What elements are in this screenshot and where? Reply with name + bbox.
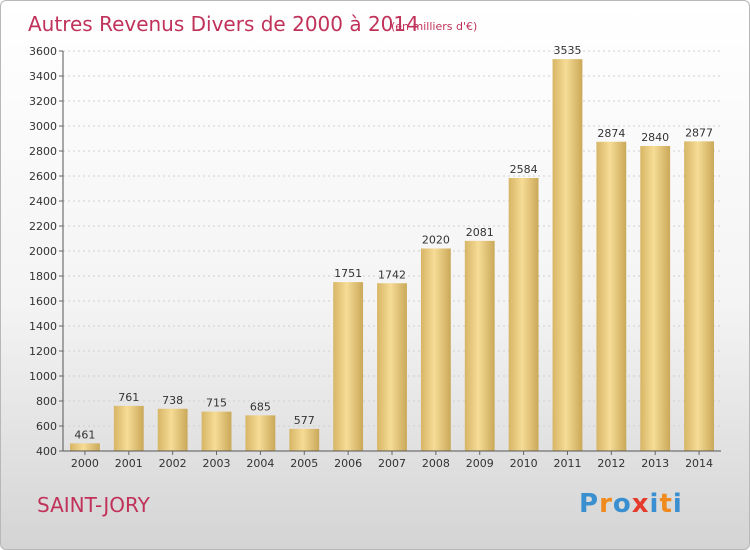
bar-2011 — [552, 59, 583, 451]
y-tick-label: 1000 — [29, 370, 57, 383]
bar-2008 — [420, 248, 451, 451]
x-tick-label: 2012 — [597, 457, 625, 470]
x-tick-label: 2001 — [115, 457, 143, 470]
x-tick-label: 2009 — [466, 457, 494, 470]
data-label: 761 — [118, 391, 139, 404]
data-label: 2081 — [466, 226, 494, 239]
y-tick-label: 1800 — [29, 270, 57, 283]
logo-letter: P — [579, 489, 600, 519]
y-tick-label: 600 — [36, 420, 57, 433]
data-label: 738 — [162, 394, 183, 407]
data-label: 2877 — [685, 126, 713, 139]
x-tick-label: 2004 — [246, 457, 274, 470]
data-label: 2840 — [641, 131, 669, 144]
logo-letter: x — [631, 489, 650, 519]
y-tick-label: 2600 — [29, 170, 57, 183]
bar-2009 — [464, 240, 495, 451]
x-tick-label: 2013 — [641, 457, 669, 470]
x-tick-label: 2011 — [553, 457, 581, 470]
y-tick-label: 400 — [36, 445, 57, 458]
x-tick-label: 2006 — [334, 457, 362, 470]
x-tick-label: 2010 — [510, 457, 538, 470]
data-label: 577 — [294, 414, 315, 427]
bar-2003 — [201, 411, 232, 451]
chart-subtitle: (en milliers d'€) — [391, 20, 477, 33]
logo-letter: r — [599, 489, 613, 519]
x-tick-label: 2007 — [378, 457, 406, 470]
data-label: 2584 — [510, 163, 538, 176]
y-tick-label: 1400 — [29, 320, 57, 333]
y-tick-label: 3000 — [29, 120, 57, 133]
x-tick-label: 2002 — [159, 457, 187, 470]
x-tick-label: 2005 — [290, 457, 318, 470]
bar-2001 — [113, 405, 144, 451]
logo-letter: o — [612, 489, 632, 519]
logo-letter: i — [672, 489, 683, 519]
y-tick-label: 3400 — [29, 70, 57, 83]
data-label: 1751 — [334, 267, 362, 280]
x-tick-label: 2000 — [71, 457, 99, 470]
place-name: SAINT-JORY — [37, 493, 150, 517]
y-tick-label: 1200 — [29, 345, 57, 358]
data-label: 715 — [206, 397, 227, 410]
x-tick-label: 2003 — [203, 457, 231, 470]
bar-2010 — [508, 178, 539, 451]
bar-2013 — [640, 146, 671, 451]
axis-lines — [62, 51, 721, 452]
y-axis: 400 600 800 1000 1200 1400 1600 1800 2000 2200 240… — [29, 45, 63, 458]
bars: 461 761 738 715 685 577 1751 1742 2020 2081 2584 35… — [70, 44, 714, 451]
data-label: 3535 — [553, 44, 581, 57]
chart-title: Autres Revenus Divers de 2000 à 2014 — [28, 12, 419, 36]
bar-2000 — [70, 443, 100, 451]
bar-2014 — [684, 141, 714, 451]
data-label: 2874 — [597, 127, 625, 140]
data-label: 2020 — [422, 234, 450, 247]
data-label: 685 — [250, 400, 271, 413]
y-tick-label: 2400 — [29, 195, 57, 208]
proxiti-logo: Proxiti — [579, 489, 683, 519]
y-tick-label: 1600 — [29, 295, 57, 308]
logo-letter: t — [659, 489, 673, 519]
bar-2005 — [289, 428, 320, 451]
data-label: 1742 — [378, 268, 406, 281]
bar-2006 — [333, 282, 364, 451]
y-tick-label: 2800 — [29, 145, 57, 158]
x-axis: 2000 2001 2002 2003 2004 2005 2006 2007 2008 2009… — [71, 451, 713, 470]
y-tick-label: 2200 — [29, 220, 57, 233]
data-label: 461 — [74, 428, 95, 441]
bar-2007 — [377, 283, 407, 451]
y-tick-label: 3200 — [29, 95, 57, 108]
y-tick-label: 3600 — [29, 45, 57, 58]
x-tick-label: 2014 — [685, 457, 713, 470]
y-tick-label: 800 — [36, 395, 57, 408]
bar-2004 — [245, 415, 276, 451]
x-tick-label: 2008 — [422, 457, 450, 470]
logo-letter: i — [649, 489, 660, 519]
bar-2012 — [596, 141, 627, 451]
y-tick-label: 2000 — [29, 245, 57, 258]
bar-2002 — [157, 408, 188, 451]
